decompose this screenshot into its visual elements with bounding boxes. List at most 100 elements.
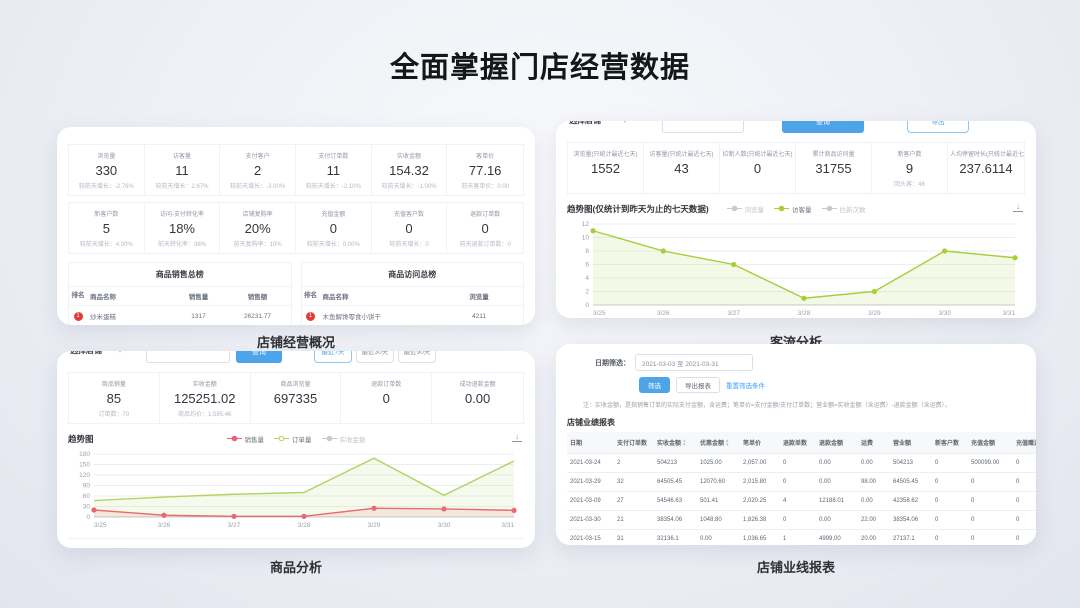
download-icon[interactable]: ↓ [512,433,522,442]
export-button[interactable]: 导出 [907,121,969,133]
metric-value: 2 [254,163,262,178]
table-cell: 2021-03-09 [567,491,614,512]
table-cell: 1,826.38 [740,510,780,531]
sort-icon[interactable]: ▲ ▼ [682,438,687,448]
caption-business-report: 店铺业线报表 [756,560,835,575]
table-cell: 2021-03-30 [567,510,614,531]
chevron-down-icon[interactable]: ▾ [623,121,627,125]
table-cell: 12188.01 [816,491,858,512]
table-row: 1 木鱼解馋零食小饼干 4211 [302,306,524,325]
svg-text:3/31: 3/31 [501,522,514,529]
sort-icon[interactable]: ▲ ▼ [725,438,730,448]
product-metrics: 商品销量 85 订单数：70 实收金额 125251.02 商品均价：1,585.46 商品… [68,372,524,424]
store-selector[interactable]: 选择店铺 [569,121,601,126]
table-cell: 12070.60 [697,472,740,493]
overview-metrics-row2: 新客户数 5 较前天增长：4.00% 访问-支付转化率 18% 前天转化率：38% 店铺复购… [68,202,524,254]
metric-value: 0 [329,221,337,236]
column-header[interactable]: 实收金额 ▲ ▼ [654,432,697,455]
svg-text:30: 30 [83,504,91,511]
table-cell: 2,057.00 [740,453,780,474]
metric-label: 访客量(只统计最近七天) [649,152,714,158]
range-button-30d[interactable]: 最近30天 [356,351,394,363]
table-cell: 22.00 [858,510,890,531]
legend-item[interactable]: 访客量 [774,204,812,214]
column-header: 充值金额 [968,432,1013,455]
search-input[interactable] [146,351,230,363]
metric-label: 退款订单数 [371,382,402,388]
table-cell: 0 [1013,491,1036,512]
metric-label: 访客量 [172,154,191,160]
download-icon[interactable]: ↓ [1013,203,1023,212]
column-header: 退款金额 [816,432,858,455]
search-button[interactable]: 查询 [236,351,282,363]
metric-label: 累计商品访问量 [812,152,855,158]
table-cell: 0.00 [816,453,858,474]
metric-cell: 人均停留时长(只统计最近七天) 237.6114 [948,143,1024,193]
metric-sub: 前天复购率：10% [233,242,282,248]
svg-text:12: 12 [582,221,590,228]
metric-value: 20% [244,221,271,236]
legend-item[interactable]: 拉新次数 [821,204,866,214]
store-selector[interactable]: 店铺数据 [70,127,102,128]
sales-ranking-title: 商品销售总榜 [69,263,291,287]
metric-label: 实收金额 [396,154,421,160]
metric-label: 支付订单数 [318,154,349,160]
filter-button[interactable]: 筛选 [639,377,670,393]
date-range-input[interactable] [635,354,753,371]
svg-text:120: 120 [79,472,90,479]
table-cell: 0 [968,529,1013,545]
svg-text:180: 180 [79,451,90,458]
metric-value: 31755 [815,161,852,176]
metric-value: 5 [102,221,110,236]
table-cell: 0 [932,491,968,512]
search-button[interactable]: 查询 [782,121,864,133]
metric-sub: 前天退款订单数：0 [459,242,511,248]
table-cell: 38354.06 [890,510,932,531]
range-button-90d[interactable]: 最近90天 [398,351,436,363]
legend-item[interactable]: 实收金额 [321,434,366,444]
overview-toolbar: 店铺数据 ▾ [68,127,524,141]
col-sales-qty: 销售量 [188,294,209,301]
metric-sub: 较前天增长：0.00% [306,242,360,248]
column-header[interactable]: 优惠金额 ▲ ▼ [697,432,740,455]
svg-text:3/26: 3/26 [158,522,171,529]
product-toolbar: 选择店铺 ▾ 查询 最近7天 最近30天 最近90天 [68,351,524,369]
export-report-button[interactable]: 导出报表 [676,377,720,393]
metric-value: 0 [382,391,390,406]
legend-item[interactable]: 销售量 [226,434,264,444]
table-cell: 0.00 [816,472,858,493]
metric-cell: 支付客户 2 较前天增长：-3.00% [220,145,296,195]
table-cell: 0 [968,472,1013,493]
metric-sub: 较前天增长：0 [389,242,429,248]
table-cell: 0 [932,453,968,474]
metric-sub: 较前天增长：-3.00% [230,184,286,190]
legend-item[interactable]: 订单量 [274,434,312,444]
col-rank: 排名 [304,292,317,300]
metric-label: 浏览量 [97,154,116,160]
metric-label: 退款订单数 [470,212,501,218]
metric-label: 商品销量 [101,382,126,388]
table-cell: 0 [968,491,1013,512]
range-button-7d[interactable]: 最近7天 [314,351,352,363]
column-header: 新客户数 [932,432,968,455]
metric-sub: 较前天增长：-1.00% [381,184,437,190]
views-count: 4211 [472,312,486,320]
column-header: 运费 [858,432,890,455]
table-cell: 2 [614,453,654,474]
metric-cell: 退款订单数 0 [341,373,433,423]
sales-qty: 1317 [191,312,206,320]
search-input[interactable] [662,121,744,133]
metric-value: 0 [753,161,762,176]
metric-value: 11 [326,163,341,178]
rank-badge: 1 [306,311,315,321]
chevron-down-icon[interactable]: ▾ [118,351,122,355]
reset-filter-link[interactable]: 重置筛选条件 [726,380,765,390]
store-selector[interactable]: 选择店铺 [70,351,102,356]
table-cell: 64505.45 [890,472,932,493]
legend-item[interactable]: 浏览量 [726,204,764,214]
table-cell: 504213 [890,453,932,474]
metric-label: 商品浏览量 [280,382,311,388]
metric-sub: 商品均价：1,585.46 [178,412,232,418]
table-cell: 0 [780,472,816,493]
legend-marker-icon [726,205,742,212]
